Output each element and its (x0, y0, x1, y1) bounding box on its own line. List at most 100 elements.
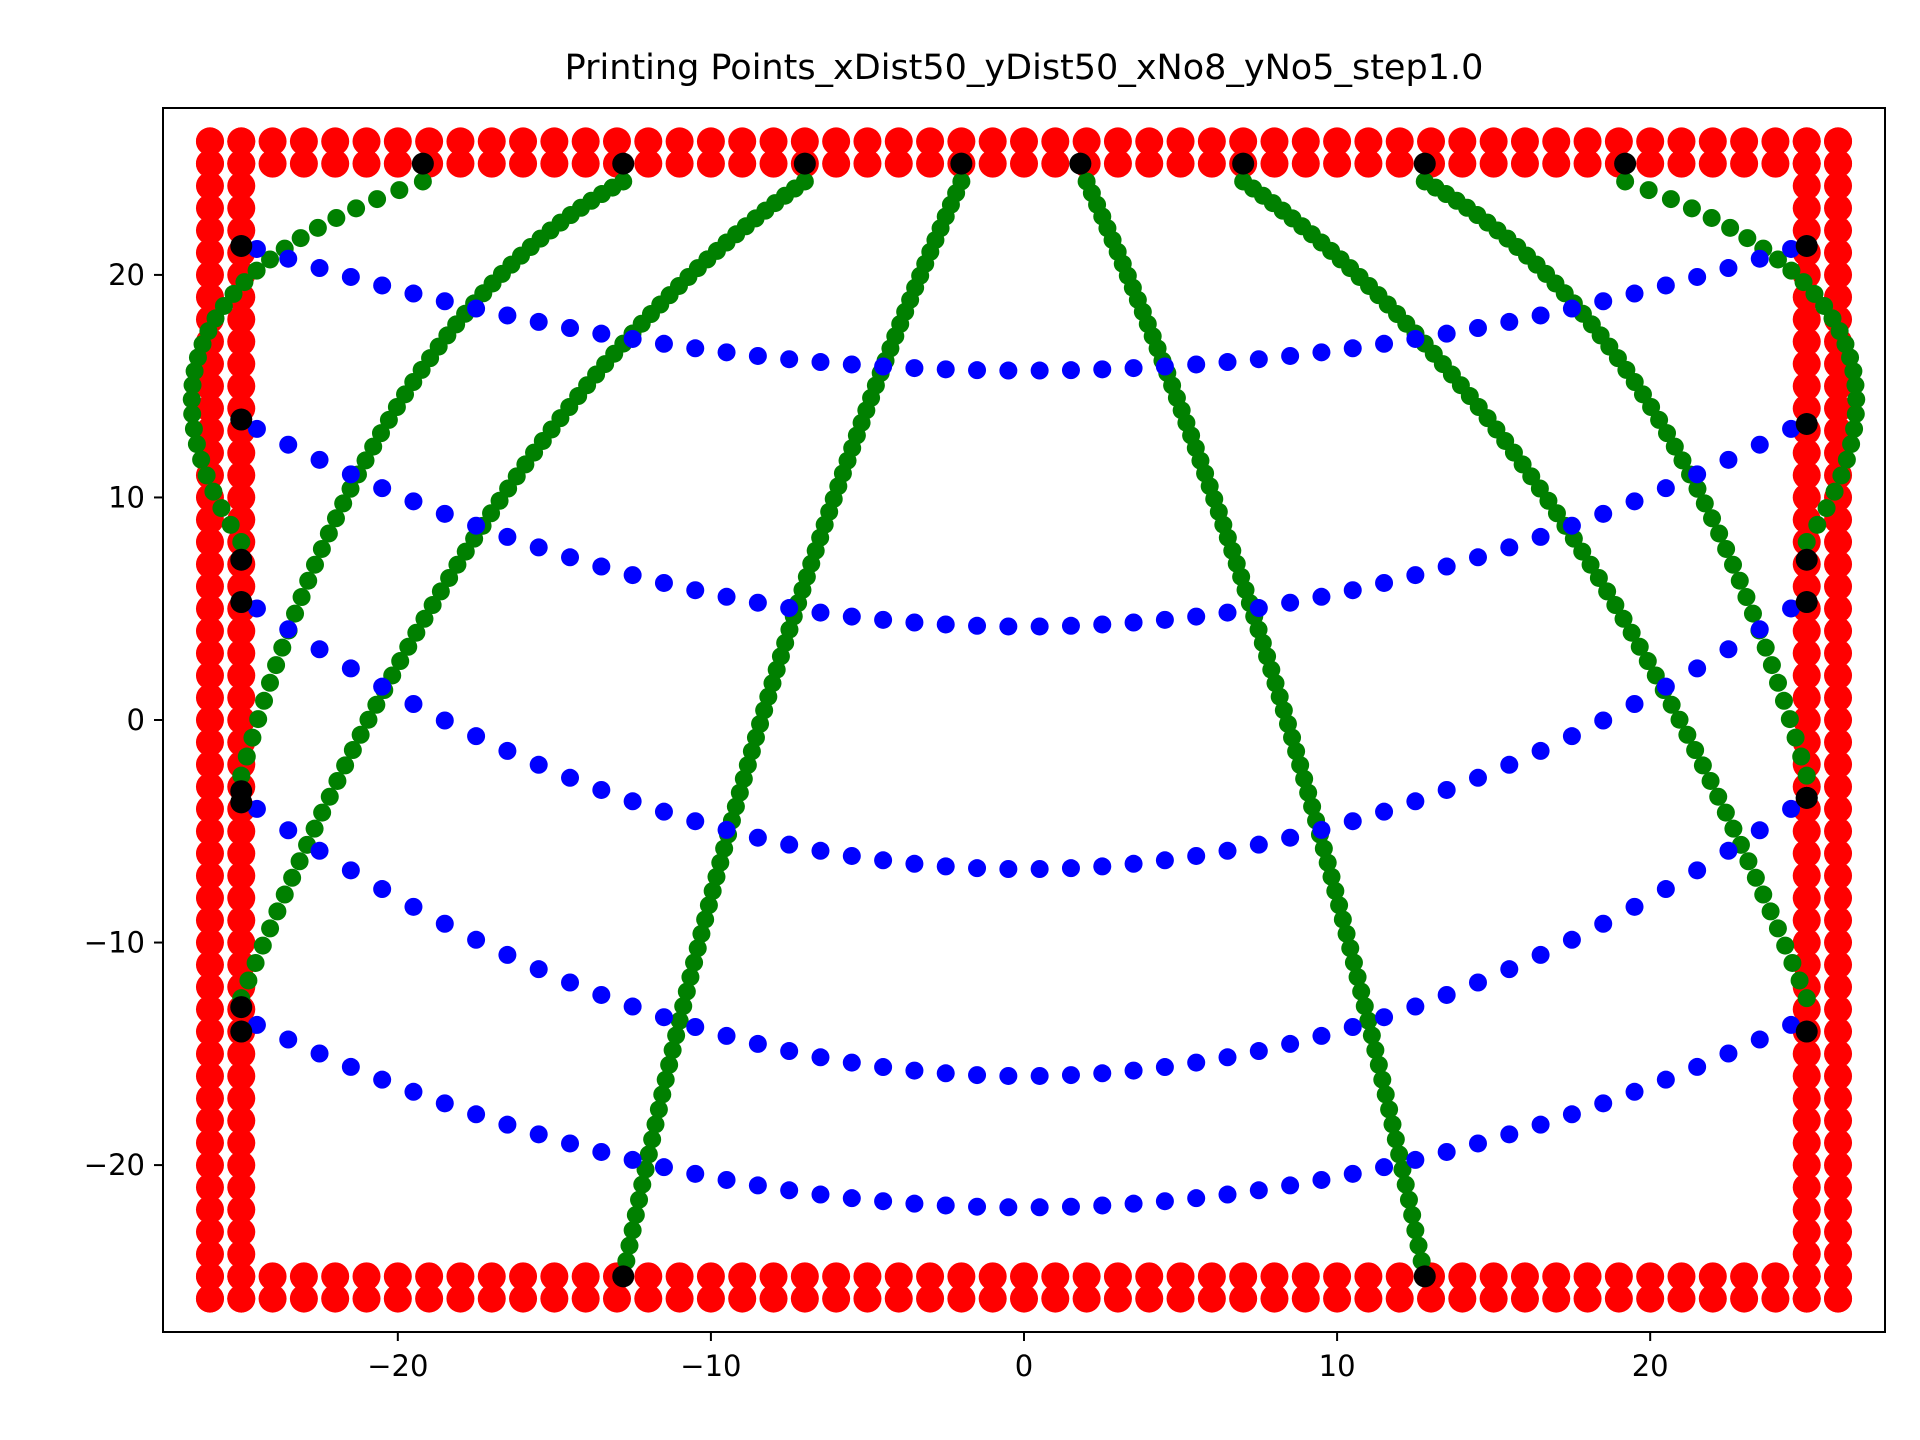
border-point (1824, 1128, 1853, 1157)
horizontal-line-point (529, 755, 548, 774)
border-point (195, 594, 224, 623)
horizontal-line-point (1719, 841, 1738, 860)
vertical-line-point (726, 797, 745, 816)
border-point (665, 1284, 694, 1313)
border-point (1072, 127, 1101, 156)
border-point (1824, 171, 1853, 200)
border-point (1667, 1262, 1696, 1291)
vertical-line-point (1790, 971, 1809, 990)
horizontal-line-point (748, 593, 767, 612)
horizontal-line-point (498, 527, 517, 546)
border-point (978, 149, 1007, 178)
border-point (1824, 772, 1853, 801)
border-point (509, 127, 538, 156)
endpoint (230, 1020, 253, 1043)
border-point (1573, 149, 1602, 178)
horizontal-line-point (905, 854, 924, 873)
horizontal-line-point (842, 1053, 861, 1072)
horizontal-line-point (592, 985, 611, 1004)
vertical-line-point (1299, 783, 1318, 802)
horizontal-line-point (1468, 319, 1487, 337)
vertical-line-point (224, 284, 243, 303)
border-point (195, 1039, 224, 1068)
border-point (1323, 127, 1352, 156)
horizontal-line-point (1750, 620, 1769, 639)
vertical-line-point (626, 1205, 645, 1224)
horizontal-line-point (592, 324, 611, 343)
endpoint (950, 152, 973, 175)
border-point (321, 127, 350, 156)
horizontal-line-point (247, 799, 266, 818)
vertical-line-point (1366, 1041, 1385, 1060)
endpoint (1232, 152, 1255, 175)
vertical-line-point (667, 1026, 686, 1045)
horizontal-line-point (905, 1194, 924, 1213)
vertical-line-point (1396, 1175, 1415, 1194)
horizontal-line-point (1625, 492, 1644, 511)
horizontal-line-point (404, 1082, 423, 1101)
border-point (227, 1262, 256, 1291)
border-point (321, 1284, 350, 1313)
vertical-line-point (1832, 466, 1851, 485)
border-point (1824, 728, 1853, 757)
horizontal-line-point (1406, 1150, 1425, 1169)
border-point (227, 639, 256, 668)
vertical-line-point (328, 771, 347, 790)
border-point (227, 149, 256, 178)
horizontal-line-point (1437, 324, 1456, 343)
vertical-line-point (1702, 208, 1721, 227)
vertical-line-point (685, 953, 704, 972)
border-point (634, 1262, 663, 1291)
horizontal-line-point (623, 1150, 642, 1169)
vertical-line-point (1573, 542, 1592, 561)
endpoint (1795, 413, 1818, 436)
horizontal-line-point (247, 599, 266, 618)
border-point (1730, 1262, 1759, 1291)
endpoint (612, 152, 635, 175)
border-point (1041, 1284, 1070, 1313)
horizontal-line-point (310, 841, 329, 860)
vertical-line-point (1303, 797, 1322, 816)
vertical-line-point (1662, 695, 1681, 714)
horizontal-line-point (1030, 860, 1049, 878)
horizontal-line-point (1719, 259, 1738, 278)
horizontal-line-point (1782, 599, 1801, 618)
border-point (1792, 149, 1821, 178)
horizontal-line-point (1124, 854, 1143, 873)
vertical-line-point (1318, 853, 1337, 872)
border-point (1824, 572, 1853, 601)
vertical-line-point (448, 555, 467, 574)
vertical-line-point (359, 710, 378, 729)
border-point (195, 884, 224, 913)
vertical-line-point (308, 218, 327, 237)
horizontal-line-point (1218, 841, 1237, 860)
border-point (1792, 1195, 1821, 1224)
border-point (1824, 149, 1853, 178)
horizontal-line-point (1187, 1189, 1206, 1208)
horizontal-line-point (1249, 599, 1268, 618)
vertical-line-point (1762, 656, 1781, 675)
border-point (1792, 483, 1821, 512)
horizontal-line-point (748, 346, 767, 365)
border-point (1260, 127, 1289, 156)
vertical-line-point (292, 588, 311, 607)
horizontal-line-point (404, 695, 423, 713)
horizontal-line-point (1030, 1066, 1049, 1085)
vertical-line-point (1847, 390, 1866, 409)
horizontal-line-point (467, 930, 486, 949)
vertical-line-point (1670, 710, 1689, 729)
endpoint (1614, 152, 1637, 175)
vertical-line-point (1326, 881, 1345, 900)
horizontal-line-point (1281, 828, 1300, 847)
vertical-line-point (1270, 687, 1289, 706)
border-point (1604, 1284, 1633, 1313)
horizontal-line-point (1594, 711, 1613, 730)
vertical-line-point (620, 1236, 639, 1255)
vertical-line-point (246, 953, 265, 972)
border-point (728, 1262, 757, 1291)
border-point (1792, 928, 1821, 957)
horizontal-line-point (561, 319, 580, 337)
border-point (1573, 1262, 1602, 1291)
border-point (1542, 1284, 1571, 1313)
horizontal-line-point (1312, 1170, 1331, 1189)
